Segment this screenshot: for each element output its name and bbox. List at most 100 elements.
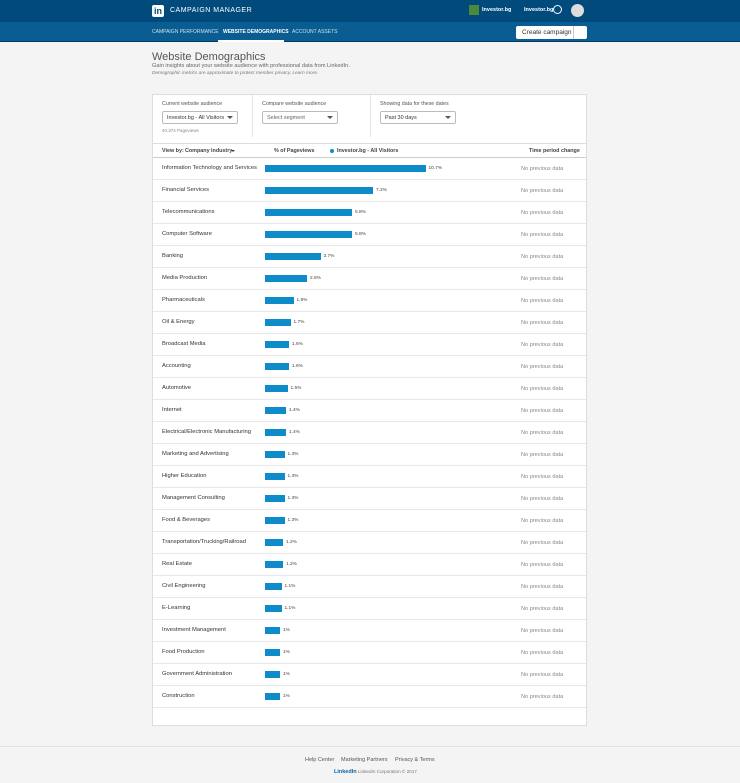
bar-cell: 1.6% — [265, 363, 521, 370]
value-label: 1.4% — [289, 430, 300, 435]
compare-select[interactable]: Select segment — [262, 111, 338, 124]
avatar[interactable] — [571, 4, 584, 17]
column-header: Time period change — [529, 148, 580, 154]
change: No previous data — [521, 473, 564, 480]
table-row: Electrical/Electronic Manufacturing 1.4% N… — [153, 422, 586, 444]
bar — [265, 583, 282, 590]
change: No previous data — [521, 165, 564, 172]
value-label: 1.5% — [290, 386, 302, 391]
change: No previous data — [521, 275, 564, 282]
bar-cell: 1% — [265, 671, 521, 678]
row-label: Civil Engineering — [162, 583, 206, 589]
value-label: 10.7% — [428, 166, 443, 171]
table-row: Oil & Energy 1.7% No previous data — [153, 312, 586, 334]
footer-link[interactable]: Marketing Partners — [341, 757, 388, 763]
dimension-select[interactable]: Company industry — [185, 148, 233, 154]
caret — [231, 150, 235, 154]
bar — [265, 341, 289, 348]
value-label: 1.6% — [292, 342, 303, 347]
footer-link[interactable]: Privacy & Terms — [395, 757, 435, 763]
legend-label: Investor.bg - All Visitors — [337, 148, 399, 154]
table-row: Marketing and Advertising 1.3% No previous… — [153, 444, 586, 466]
row-label: Construction — [162, 693, 195, 699]
bar — [265, 561, 283, 568]
row-label: Internet — [162, 407, 182, 413]
page-title: Website Demographics — [152, 51, 266, 63]
settings-icon[interactable] — [553, 5, 562, 14]
row-label: Computer Software — [162, 231, 212, 237]
table-row: Food Production 1% No previous data — [153, 642, 586, 664]
change: No previous data — [521, 209, 564, 216]
table-row: Media Production 2.8% No previous data — [153, 268, 586, 290]
change: No previous data — [521, 407, 564, 414]
bar — [265, 429, 286, 436]
footer: Help Center Marketing Partners Privacy &… — [0, 746, 740, 783]
nav-item[interactable]: WEBSITE DEMOGRAPHICS — [223, 29, 289, 35]
row-label: Management Consulting — [162, 495, 225, 501]
account-menu[interactable]: Investor.bg — [482, 7, 512, 13]
company-menu[interactable]: Investor.bg — [524, 7, 554, 13]
change: No previous data — [521, 671, 564, 678]
bar-cell: 1.5% — [265, 385, 521, 392]
footer-link[interactable]: Help Center — [305, 757, 335, 763]
logo[interactable]: in — [152, 5, 164, 17]
row-label: Accounting — [162, 363, 191, 369]
table-row: Information Technology and Services 10.7%… — [153, 158, 586, 180]
change: No previous data — [521, 451, 564, 458]
value-label: 1.6% — [292, 364, 303, 369]
table-row: Telecommunications 5.8% No previous data — [153, 202, 586, 224]
value-label: 1% — [283, 650, 290, 655]
bar — [265, 297, 294, 304]
bar — [265, 473, 285, 480]
nav-item[interactable]: CAMPAIGN PERFORMANCE — [152, 29, 219, 35]
change: No previous data — [521, 649, 564, 656]
table-row: Broadcast Media 1.6% No previous data — [153, 334, 586, 356]
bar — [265, 275, 307, 282]
table-row: Accounting 1.6% No previous data — [153, 356, 586, 378]
value-label: 1% — [283, 672, 290, 677]
bar-cell: 1.3% — [265, 517, 521, 524]
divider — [370, 95, 371, 137]
create-button[interactable]: Create campaign — [516, 26, 587, 39]
row-label: Government Administration — [162, 671, 232, 677]
page-note: Demographic metrics are approximate to p… — [152, 71, 319, 76]
divider — [252, 95, 253, 137]
nav-item[interactable]: ACCOUNT ASSETS — [292, 29, 338, 35]
view-by: View by: — [162, 148, 184, 154]
row-label: Banking — [162, 253, 183, 259]
bar-cell: 1.6% — [265, 341, 521, 348]
row-label: Oil & Energy — [162, 319, 195, 325]
audience-select[interactable]: Investor.bg - All Visitors — [162, 111, 238, 124]
bar — [265, 165, 426, 172]
value-label: 7.2% — [376, 188, 387, 193]
change: No previous data — [521, 517, 564, 524]
bar-cell: 10.7% — [265, 165, 521, 172]
bar-cell: 1.1% — [265, 583, 521, 590]
bar — [265, 539, 283, 546]
value-label: 1% — [283, 628, 290, 633]
bar-cell: 1% — [265, 649, 521, 656]
date-select[interactable]: Past 30 days — [380, 111, 456, 124]
filter-label: Showing data for these dates — [380, 101, 449, 107]
value-label: 1.3% — [287, 518, 299, 523]
row-label: E-Learning — [162, 605, 191, 611]
filter-label: Current website audience — [162, 101, 223, 107]
row-label: Investment Management — [162, 627, 226, 633]
product-name: CAMPAIGN MANAGER — [170, 7, 253, 14]
row-label: Higher Education — [162, 473, 207, 479]
value-label: 2.8% — [310, 276, 321, 281]
bar — [265, 495, 285, 502]
row-label: Telecommunications — [162, 209, 215, 215]
change: No previous data — [521, 319, 564, 326]
demographics-card: Current website audience Investor.bg - A… — [152, 94, 587, 726]
table-body: Information Technology and Services 10.7%… — [153, 158, 586, 708]
change: No previous data — [521, 561, 564, 568]
bar — [265, 253, 321, 260]
bar-cell: 1.3% — [265, 451, 521, 458]
bar-cell: 3.7% — [265, 253, 521, 260]
value-label: 1.1% — [284, 584, 296, 589]
table-row: Real Estate 1.2% No previous data — [153, 554, 586, 576]
value-label: 1.2% — [286, 562, 297, 567]
bar-cell: 7.2% — [265, 187, 521, 194]
